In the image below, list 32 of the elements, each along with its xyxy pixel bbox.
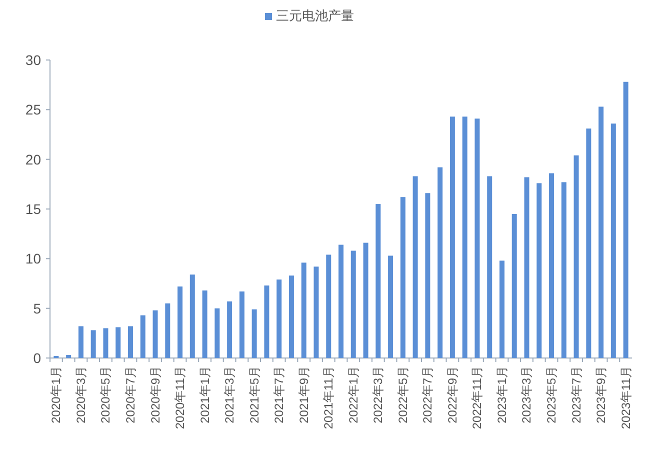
- x-tick-label: 2020年5月: [98, 366, 113, 424]
- y-tick-label: 10: [25, 250, 42, 267]
- x-tick-label: 2023年11月: [618, 366, 633, 430]
- x-tick-label: 2020年9月: [148, 366, 162, 424]
- y-tick-label: 5: [33, 300, 42, 316]
- x-tick-label: 2023年5月: [544, 366, 559, 424]
- x-tick-label: 2020年7月: [123, 366, 138, 424]
- x-tick-label: 2022年9月: [445, 366, 460, 424]
- x-tick-label: 2022年1月: [346, 366, 360, 424]
- x-tick-label: 2022年3月: [371, 366, 386, 424]
- y-tick-label: 0: [33, 350, 42, 366]
- x-tick-label: 2021年3月: [222, 366, 237, 424]
- legend-label: 三元电池产量: [276, 8, 354, 23]
- x-tick-label: 2023年1月: [494, 366, 509, 424]
- x-tick-label: 2021年5月: [247, 366, 262, 424]
- x-tick-label: 2023年9月: [594, 366, 608, 424]
- x-tick-label: 2021年9月: [296, 366, 311, 424]
- x-tick-label: 2021年11月: [322, 366, 336, 430]
- x-tick-label: 2022年5月: [396, 366, 410, 424]
- x-tick-label: 2022年11月: [470, 366, 484, 430]
- x-tick-label: 2023年3月: [520, 366, 534, 424]
- x-tick-label: 2020年3月: [74, 366, 88, 424]
- x-tick-label: 2021年1月: [198, 366, 212, 424]
- x-tick-label: 2020年11月: [173, 366, 188, 430]
- y-tick-label: 20: [25, 151, 42, 168]
- x-tick-label: 2022年7月: [420, 366, 435, 424]
- y-tick-label: 15: [25, 201, 42, 217]
- x-tick-label: 2023年7月: [569, 366, 584, 424]
- x-tick-label: 2021年7月: [272, 366, 286, 424]
- y-tick-label: 30: [25, 52, 42, 68]
- x-tick-label: 2020年1月: [49, 366, 64, 424]
- y-tick-label: 25: [25, 102, 42, 118]
